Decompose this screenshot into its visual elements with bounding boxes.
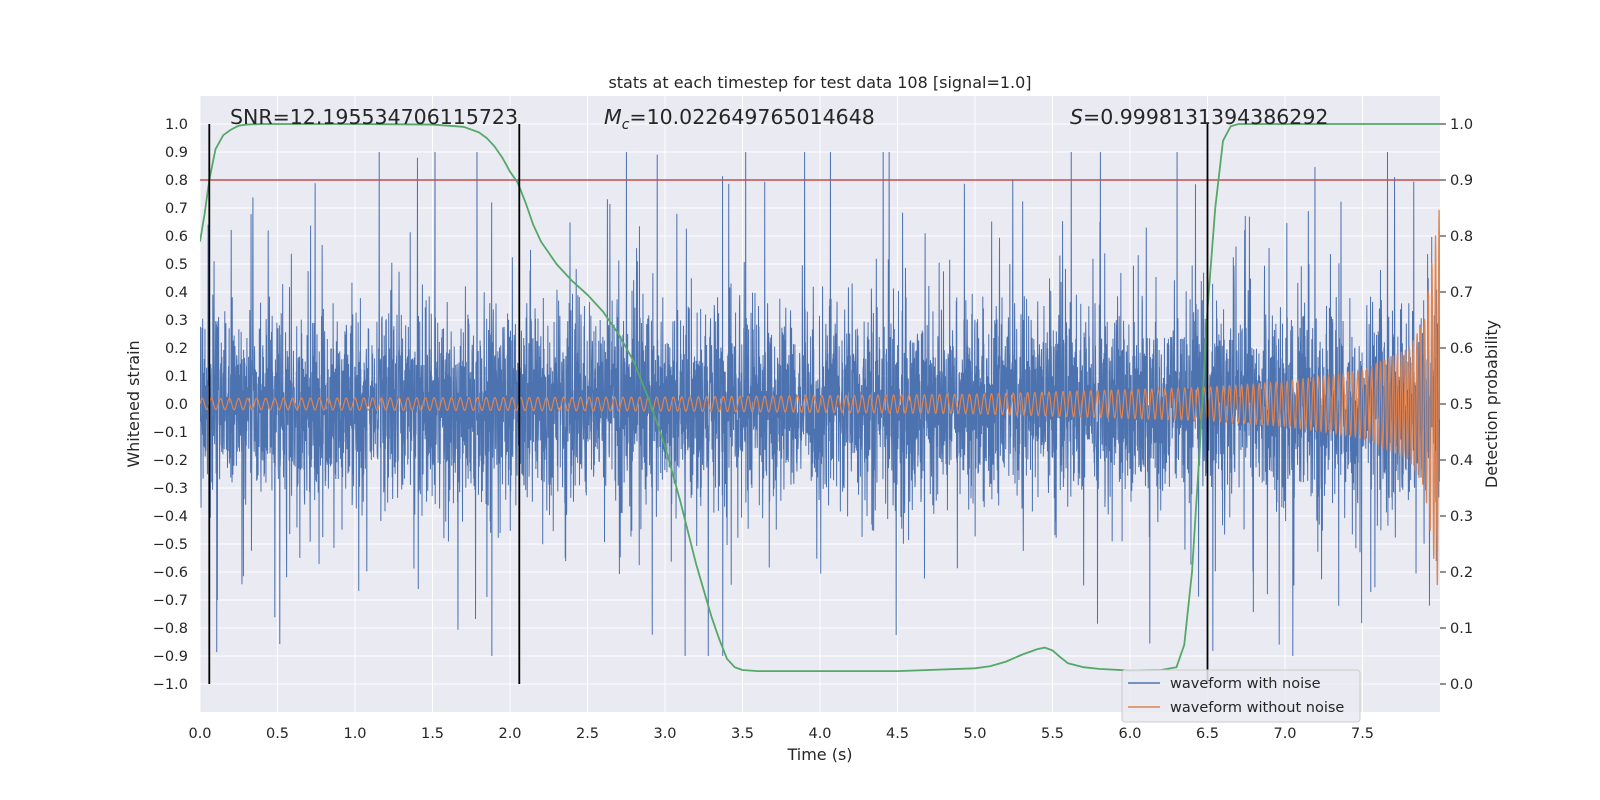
x-tick-label: 3.5: [731, 726, 754, 742]
chart-title: stats at each timestep for test data 108…: [608, 73, 1031, 92]
y-tick-label: −0.5: [153, 537, 188, 553]
y-tick-label: −0.2: [153, 453, 188, 469]
y-tick-label: 0.0: [165, 397, 188, 413]
y2-tick-label: 0.3: [1450, 509, 1473, 525]
legend-label-noise: waveform with noise: [1170, 676, 1321, 692]
y2-tick-label: 0.0: [1450, 677, 1473, 693]
x-tick-label: 2.0: [498, 726, 521, 742]
y-tick-label: 0.3: [165, 313, 188, 329]
y2-tick-label: 0.7: [1450, 285, 1473, 301]
x-tick-label: 6.5: [1196, 726, 1219, 742]
y2-tick-label: 0.1: [1450, 621, 1473, 637]
y2-tick-label: 0.4: [1450, 453, 1473, 469]
y-axis-label: Whitened strain: [124, 340, 143, 467]
axes: 0.0 0.5 1.0 1.5 2.0 2.5 3.0 3.5 4.0 4.5 5.0 5.5 6.0 6…: [153, 117, 1473, 742]
y-tick-label: −0.6: [153, 565, 188, 581]
x-tick-label: 4.0: [808, 726, 831, 742]
mc-symbol: M: [604, 105, 622, 129]
x-tick-label: 0.5: [266, 726, 289, 742]
y2-tick-label: 0.6: [1450, 341, 1473, 357]
score-annotation: S=0.9998131394386292: [1070, 105, 1328, 129]
y-tick-label: −0.8: [153, 621, 188, 637]
x-tick-label: 1.5: [421, 726, 444, 742]
noise-waveform-line: [200, 151, 1440, 657]
legend-label-clean: waveform without noise: [1170, 700, 1344, 716]
series-detection-probability: [200, 123, 1440, 673]
y-tick-label: −0.1: [153, 425, 188, 441]
y-tick-label: −0.9: [153, 649, 188, 665]
y-tick-label: 0.2: [165, 341, 188, 357]
y-tick-label: −0.4: [153, 509, 188, 525]
y-tick-label: −0.3: [153, 481, 188, 497]
y-tick-label: 0.5: [165, 257, 188, 273]
chirp-mass-annotation: Mc=10.022649765014648: [604, 105, 875, 133]
series-waveform-without-noise: [200, 209, 1440, 586]
y2-tick-label: 0.5: [1450, 397, 1473, 413]
x-tick-label: 5.0: [963, 726, 986, 742]
x-tick-label: 7.5: [1351, 726, 1374, 742]
x-tick-label: 6.0: [1118, 726, 1141, 742]
mc-subscript: c: [622, 117, 630, 133]
snr-annotation: SNR=12.195534706115723: [230, 105, 518, 129]
y2-axis-label: Detection probability: [1482, 320, 1501, 488]
x-tick-label: 0.0: [188, 726, 211, 742]
legend-box: [1121, 669, 1361, 723]
y-tick-label: 0.6: [165, 229, 188, 245]
y2-tick-label: 0.9: [1450, 173, 1473, 189]
y-tick-label: 0.7: [165, 201, 188, 217]
y-tick-label: −1.0: [153, 677, 188, 693]
x-axis-label: Time (s): [786, 745, 852, 764]
y-tick-label: 0.1: [165, 369, 188, 385]
y-tick-label: 0.4: [165, 285, 188, 301]
detection-probability-line: [200, 123, 1440, 673]
series-waveform-with-noise: [200, 151, 1440, 657]
y2-tick-label: 0.8: [1450, 229, 1473, 245]
x-tick-label: 1.0: [343, 726, 366, 742]
mc-value: =10.022649765014648: [629, 105, 874, 129]
y-tick-label: 0.8: [165, 173, 188, 189]
y2-tick-label: 0.2: [1450, 565, 1473, 581]
y-tick-label: 0.9: [165, 145, 188, 161]
x-tick-label: 5.5: [1041, 726, 1064, 742]
vertical-markers: [208, 124, 1209, 684]
clean-waveform-line: [200, 209, 1440, 586]
x-tick-label: 2.5: [576, 726, 599, 742]
s-symbol: S: [1070, 105, 1083, 129]
x-tick-label: 4.5: [886, 726, 909, 742]
x-tick-label: 3.0: [653, 726, 676, 742]
legend: waveform with noise waveform without noi…: [1121, 669, 1361, 723]
s-value: =0.9998131394386292: [1083, 105, 1328, 129]
y2-tick-label: 1.0: [1450, 117, 1473, 133]
y-tick-label: 1.0: [165, 117, 188, 133]
x-tick-label: 7.0: [1273, 726, 1296, 742]
y-tick-label: −0.7: [153, 593, 188, 609]
